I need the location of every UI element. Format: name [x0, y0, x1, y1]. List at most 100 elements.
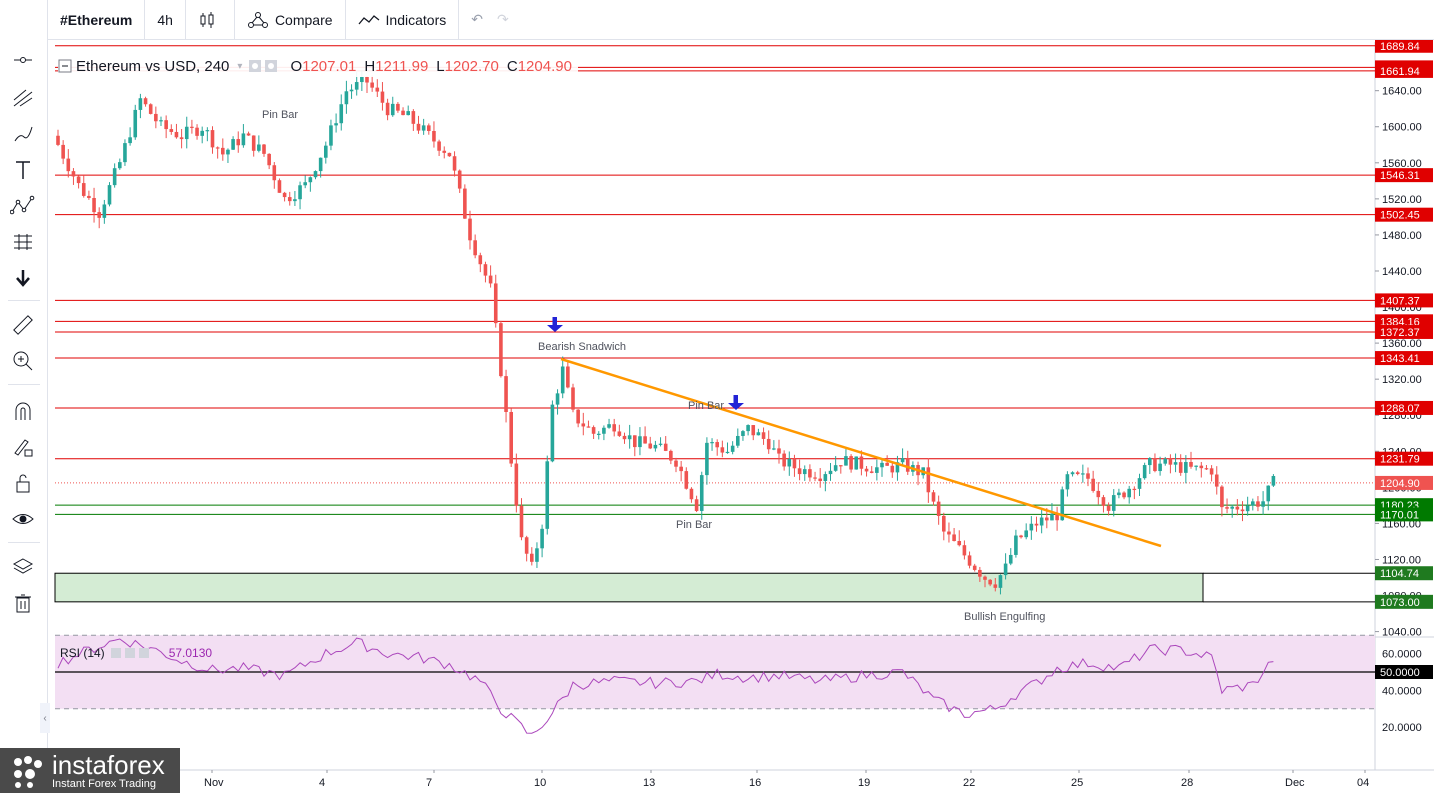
- indicators-button[interactable]: Indicators: [346, 0, 460, 40]
- legend-open-label: O: [290, 57, 303, 75]
- legend-settings-icon[interactable]: [248, 59, 282, 73]
- interval-selector[interactable]: 4h: [145, 0, 186, 40]
- more-tools[interactable]: [8, 263, 38, 293]
- visibility-tool[interactable]: [8, 504, 38, 534]
- candle-body: [396, 103, 400, 111]
- y-tick-label: 1600.00: [1382, 122, 1422, 134]
- symbol-legend: Ethereum vs USD, 240 ▾ O 1207.01 H 1211.99…: [58, 55, 578, 77]
- legend-close-label: C: [506, 57, 518, 75]
- candle-body: [179, 137, 184, 140]
- trash-icon: [15, 594, 31, 613]
- candle-body: [1142, 465, 1147, 479]
- redo-icon[interactable]: ↷: [496, 11, 509, 27]
- candle-body: [1189, 461, 1193, 467]
- candle-body: [545, 461, 550, 529]
- candle-body: [833, 465, 838, 471]
- candle-body: [1117, 492, 1121, 496]
- price-pane: [55, 42, 1375, 637]
- collapse-toolbar-button[interactable]: ‹: [40, 703, 50, 733]
- drawing-mode-tool[interactable]: [8, 432, 38, 462]
- candle-body: [493, 283, 498, 324]
- legend-low-label: L: [436, 57, 445, 75]
- candle-body: [174, 131, 179, 138]
- candle-body: [1240, 509, 1245, 512]
- prediction-tool[interactable]: [8, 227, 38, 257]
- candle-body: [988, 579, 992, 585]
- object-tree-tool[interactable]: [8, 552, 38, 582]
- remove-drawings-tool[interactable]: [8, 588, 38, 618]
- candle-body: [705, 442, 709, 476]
- current-price-label: 1204.90: [1380, 478, 1420, 490]
- x-tick-label: 25: [1071, 777, 1083, 789]
- drawing-toolbar: ‹: [0, 0, 50, 793]
- candle-body: [56, 135, 60, 145]
- pitchfork-icon: [13, 89, 33, 107]
- zoom-tool[interactable]: [8, 346, 38, 376]
- candle-body: [720, 447, 725, 453]
- candle-body: [905, 458, 910, 472]
- candle-body: [123, 143, 127, 163]
- candle-body: [390, 103, 395, 116]
- pattern-tool[interactable]: [8, 190, 38, 220]
- measure-tool[interactable]: [8, 310, 38, 340]
- candle-body: [442, 150, 447, 153]
- rsi-settings-icon[interactable]: [110, 647, 159, 659]
- candle-body: [76, 176, 81, 184]
- brush-tool[interactable]: [8, 119, 38, 149]
- resistance-price-tag: [1375, 293, 1433, 308]
- x-tick-label: 7: [426, 777, 432, 789]
- candle-body: [87, 195, 91, 198]
- y-tick-label: 1040.00: [1382, 627, 1422, 639]
- resistance-price-tag: [1375, 207, 1433, 222]
- candle-body: [1060, 489, 1065, 521]
- rsi-mid-tag: [1375, 665, 1433, 679]
- compare-button[interactable]: Compare: [235, 0, 346, 40]
- instaforex-logo: instaforex Instant Forex Trading: [0, 748, 180, 793]
- y-tick-label: 1560.00: [1382, 158, 1422, 170]
- candle-body: [427, 125, 431, 131]
- candle-body: [318, 157, 323, 172]
- text-tool[interactable]: [8, 155, 38, 185]
- candle-body: [942, 515, 946, 532]
- resistance-price-label: 1546.31: [1380, 170, 1420, 182]
- candle-body: [952, 534, 956, 542]
- resistance-price-tag: [1375, 324, 1433, 339]
- candle-body: [1194, 465, 1198, 467]
- candle-body: [370, 82, 374, 88]
- legend-dropdown-icon[interactable]: ▾: [237, 60, 243, 72]
- candle-body: [293, 199, 297, 202]
- candle-body: [97, 212, 101, 218]
- candle-body: [761, 432, 766, 439]
- undo-icon[interactable]: ↶: [471, 11, 483, 27]
- candle-body: [622, 435, 627, 440]
- indicators-icon: [358, 14, 379, 24]
- candle-body: [1101, 497, 1106, 506]
- candle-body: [808, 469, 812, 478]
- fib-tool[interactable]: [8, 82, 38, 112]
- candle-body: [452, 156, 457, 171]
- candle-body: [1014, 535, 1018, 555]
- chart-style-button[interactable]: [186, 0, 235, 40]
- candle-body: [282, 192, 287, 198]
- magnet-tool[interactable]: [8, 396, 38, 426]
- symbol-search[interactable]: #Ethereum: [48, 0, 146, 40]
- legend-title: Ethereum vs USD, 240: [76, 57, 230, 75]
- candle-body: [1034, 523, 1039, 526]
- line-tool[interactable]: [8, 45, 38, 75]
- candle-body: [488, 275, 493, 284]
- resistance-price-tag: [1375, 351, 1433, 366]
- candle-body: [746, 425, 750, 432]
- candle-body: [596, 433, 601, 435]
- candle-body: [66, 158, 71, 172]
- collapse-legend-icon[interactable]: [58, 59, 72, 73]
- candle-body: [190, 126, 194, 128]
- candle-body: [1173, 462, 1178, 465]
- brush-icon: [14, 126, 33, 142]
- candle-body: [792, 458, 797, 469]
- lock-tool[interactable]: [8, 468, 38, 498]
- candle-body: [1163, 458, 1168, 464]
- candle-body: [1086, 473, 1090, 479]
- candle-body: [947, 531, 951, 535]
- candle-body: [844, 456, 848, 466]
